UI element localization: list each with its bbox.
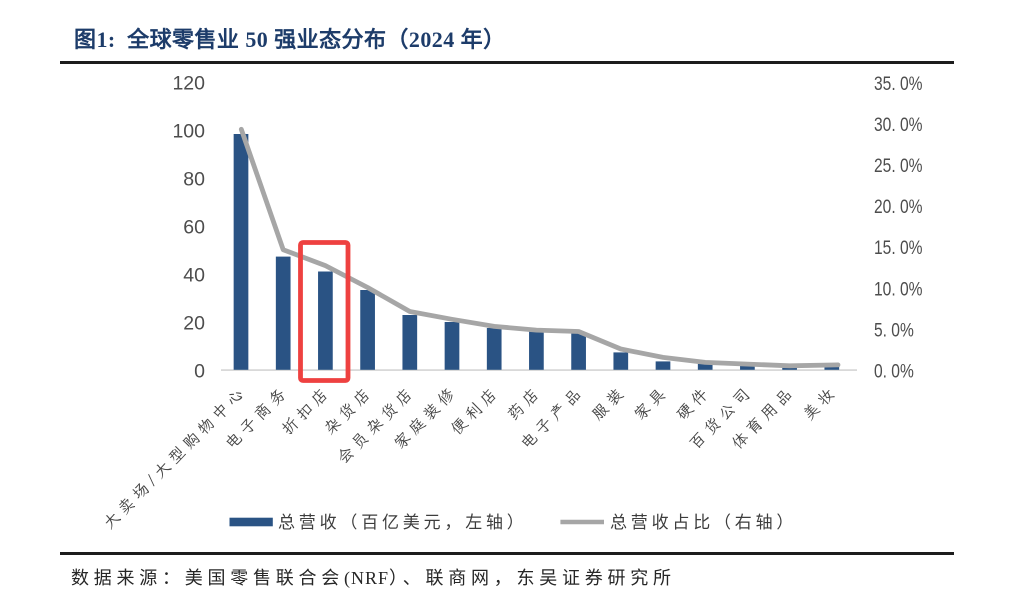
svg-text:100: 100 [172,120,205,142]
svg-text:20: 20 [183,312,205,334]
svg-text:5. 0%: 5. 0% [874,319,914,341]
svg-text:0: 0 [194,360,205,382]
svg-text:80: 80 [183,168,205,190]
svg-text:30. 0%: 30. 0% [874,114,923,136]
svg-text:总营收占比（右轴）: 总营收占比（右轴） [610,513,797,532]
svg-text:总营收（百亿美元，左轴）: 总营收（百亿美元，左轴） [278,513,528,532]
svg-text:60: 60 [183,216,205,238]
svg-text:美妆: 美妆 [797,380,842,425]
svg-text:120: 120 [172,72,205,94]
svg-text:25. 0%: 25. 0% [874,155,923,177]
svg-text:家具: 家具 [628,380,673,425]
svg-text:35. 0%: 35. 0% [874,73,923,95]
svg-text:大卖场/大型购物中心: 大卖场/大型购物中心 [98,380,251,533]
svg-text:15. 0%: 15. 0% [874,237,923,259]
svg-text:服装: 服装 [586,380,631,425]
svg-text:10. 0%: 10. 0% [874,278,923,300]
svg-text:20. 0%: 20. 0% [874,196,923,218]
svg-text:40: 40 [183,264,205,286]
svg-text:0. 0%: 0. 0% [874,360,914,382]
